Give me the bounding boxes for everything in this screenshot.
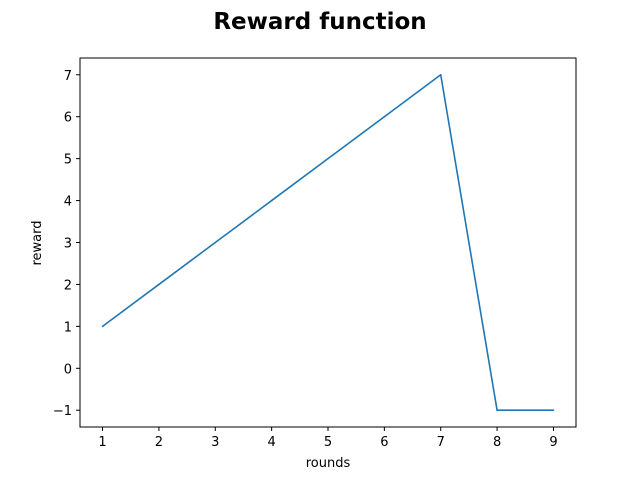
x-tick-label: 4 [267,435,275,450]
y-tick-label: 3 [64,237,72,252]
x-tick-label: 1 [98,435,106,450]
x-tick-label: 7 [437,435,445,450]
x-tick-label: 6 [380,435,388,450]
data-point [496,409,498,412]
data-point [101,325,104,328]
y-axis-label: reward [30,220,45,265]
x-axis: 1 2 3 4 5 6 7 8 9 [98,427,558,450]
data-point [552,409,555,412]
y-tick-label: 1 [64,320,72,335]
y-tick-label: 2 [64,278,72,293]
plot-series [101,73,555,412]
chart-title: Reward function [213,9,426,35]
y-tick-label: 4 [64,195,72,210]
x-axis-label: rounds [306,456,351,471]
y-tick-label: 7 [64,69,72,84]
data-point [383,115,386,118]
data-point [270,199,273,202]
x-tick-label: 3 [211,435,219,450]
x-tick-label: 5 [324,435,332,450]
x-tick-label: 2 [155,435,163,450]
data-point [214,241,217,244]
plot-frame [79,57,577,428]
y-tick-label: 5 [64,153,72,168]
data-point [158,283,160,286]
y-tick-label: 0 [64,362,72,377]
data-point [439,73,442,76]
data-point [327,157,329,160]
y-tick-label: 6 [64,111,72,126]
x-tick-label: 8 [493,435,501,450]
x-tick-label: 9 [549,435,557,450]
y-axis: −1 0 1 2 3 4 5 6 7 [53,69,80,419]
series-line [102,73,554,412]
y-tick-label: −1 [53,404,72,419]
